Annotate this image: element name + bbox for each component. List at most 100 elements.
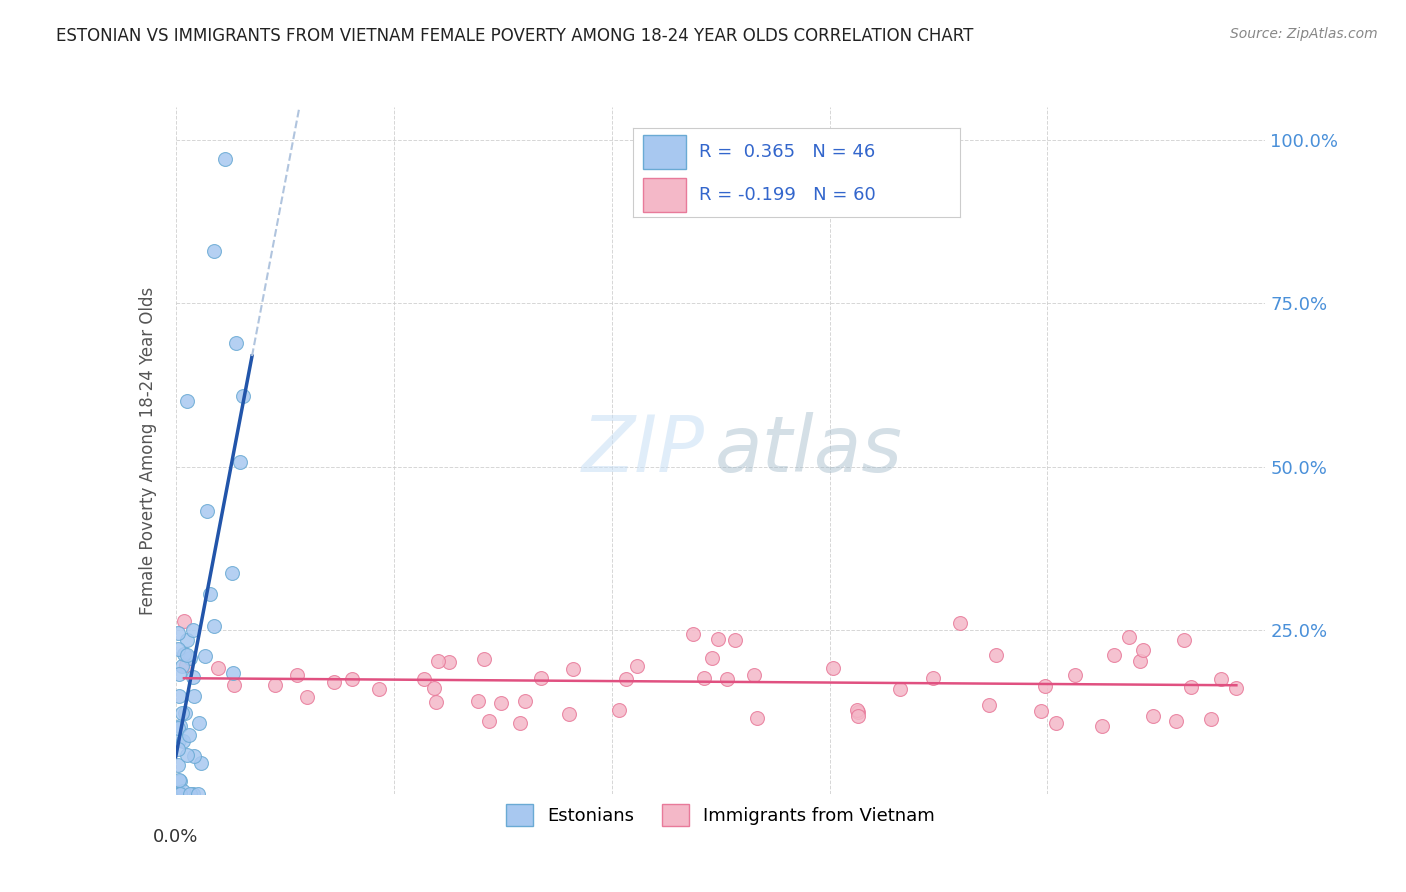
Point — [177, 728, 200, 742]
Point — [437, 656, 460, 670]
Point — [222, 666, 245, 681]
Point — [172, 706, 194, 721]
Point — [264, 678, 287, 692]
Point — [188, 715, 211, 730]
Point — [172, 784, 194, 798]
Point — [173, 706, 195, 720]
Point — [167, 772, 190, 787]
Point — [323, 675, 346, 690]
Point — [229, 454, 252, 468]
Point — [742, 668, 765, 682]
Point — [846, 705, 869, 719]
Point — [607, 702, 630, 716]
Point — [693, 671, 716, 685]
Text: atlas: atlas — [716, 412, 903, 489]
Point — [179, 787, 201, 801]
Point — [221, 566, 243, 581]
Point — [198, 586, 221, 600]
Point — [167, 626, 190, 640]
Point — [427, 654, 450, 668]
Point — [183, 690, 205, 704]
Point — [214, 153, 236, 167]
Point — [340, 672, 363, 686]
Point — [949, 615, 972, 630]
Point — [530, 671, 553, 685]
Point — [1142, 709, 1164, 723]
Point — [167, 721, 190, 735]
Point — [707, 632, 730, 647]
Point — [747, 711, 769, 725]
Point — [562, 662, 585, 676]
Point — [172, 659, 194, 673]
Point — [187, 787, 209, 801]
Point — [1064, 668, 1087, 682]
Point — [232, 389, 254, 403]
Point — [1091, 719, 1114, 733]
Point — [194, 648, 217, 663]
Y-axis label: Female Poverty Among 18-24 Year Olds: Female Poverty Among 18-24 Year Olds — [139, 286, 157, 615]
Point — [176, 394, 198, 409]
Point — [202, 244, 225, 258]
Point — [1045, 716, 1067, 731]
Point — [821, 661, 844, 675]
Point — [207, 661, 229, 675]
Point — [1129, 654, 1152, 668]
Point — [1211, 672, 1233, 686]
Point — [1225, 681, 1247, 696]
Point — [1173, 633, 1195, 648]
Point — [467, 694, 489, 708]
Point — [295, 690, 318, 704]
Point — [202, 618, 225, 632]
Point — [167, 642, 190, 657]
Point — [167, 742, 190, 756]
Point — [181, 787, 204, 801]
Point — [167, 733, 190, 747]
Point — [183, 748, 205, 763]
Point — [422, 681, 444, 696]
Point — [179, 651, 201, 665]
Point — [169, 666, 191, 681]
Point — [702, 650, 724, 665]
Legend: Estonians, Immigrants from Vietnam: Estonians, Immigrants from Vietnam — [499, 797, 942, 833]
Point — [922, 672, 945, 686]
Point — [167, 785, 190, 799]
Point — [181, 670, 204, 684]
Point — [190, 756, 212, 771]
Point — [472, 651, 495, 665]
Point — [515, 694, 537, 708]
Point — [626, 658, 648, 673]
Point — [848, 708, 870, 723]
Point — [172, 733, 194, 747]
Point — [167, 689, 190, 703]
Point — [176, 633, 198, 648]
Point — [169, 774, 191, 789]
Point — [169, 787, 191, 801]
Point — [173, 647, 195, 661]
Point — [425, 695, 447, 709]
Text: ESTONIAN VS IMMIGRANTS FROM VIETNAM FEMALE POVERTY AMONG 18-24 YEAR OLDS CORRELA: ESTONIAN VS IMMIGRANTS FROM VIETNAM FEMA… — [56, 27, 973, 45]
Text: Source: ZipAtlas.com: Source: ZipAtlas.com — [1230, 27, 1378, 41]
Point — [181, 623, 204, 637]
Point — [682, 626, 704, 640]
Point — [169, 719, 191, 733]
Point — [167, 758, 190, 772]
Point — [1102, 648, 1125, 662]
Text: 0.0%: 0.0% — [153, 828, 198, 847]
Point — [285, 668, 308, 682]
Point — [1180, 680, 1202, 694]
Text: ZIP: ZIP — [581, 412, 704, 489]
Point — [176, 748, 198, 763]
Point — [195, 504, 218, 518]
Point — [176, 648, 198, 663]
Point — [724, 633, 747, 648]
Point — [413, 672, 436, 686]
Point — [1132, 643, 1154, 657]
Point — [367, 681, 389, 696]
Point — [979, 698, 1001, 713]
Point — [1201, 712, 1223, 726]
Point — [846, 703, 869, 717]
Point — [558, 706, 581, 721]
Point — [173, 614, 195, 628]
Point — [889, 682, 911, 697]
Point — [616, 672, 638, 686]
